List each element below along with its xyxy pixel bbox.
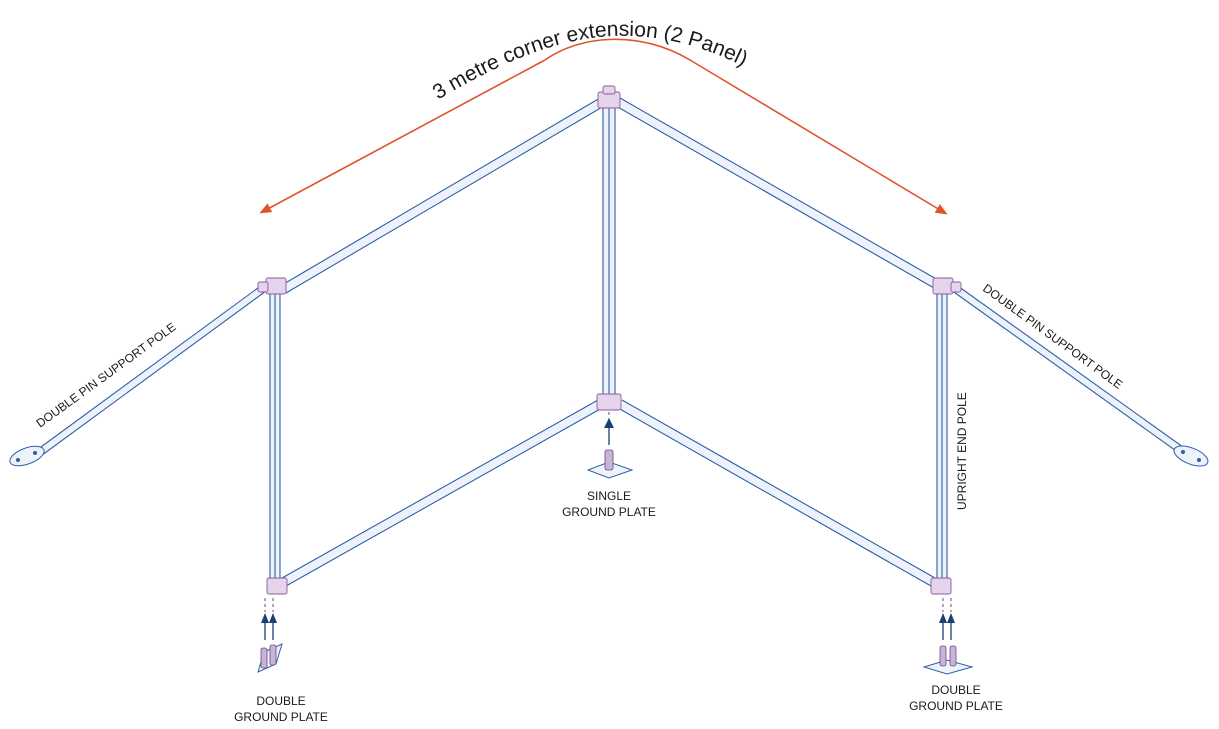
left-double-ground-plate-label-line1: DOUBLE xyxy=(256,694,305,708)
right-support-pole-label: DOUBLE PIN SUPPORT POLE xyxy=(980,281,1125,392)
centre-upright xyxy=(602,102,616,398)
diagram-title: 3 metre corner extension (2 Panel) xyxy=(429,18,751,104)
left-double-ground-plate-label-line2: GROUND PLATE xyxy=(234,710,328,724)
extension-arrow-left xyxy=(259,59,546,214)
top-left-beam xyxy=(281,97,605,294)
right-double-ground-plate-assembly xyxy=(922,598,974,675)
upright-end-pole-label: UPRIGHT END POLE xyxy=(955,392,969,510)
single-ground-plate-label-line2: GROUND PLATE xyxy=(562,505,656,519)
bottom-left-beam xyxy=(281,399,603,587)
left-support-pole-label: DOUBLE PIN SUPPORT POLE xyxy=(34,320,179,431)
right-double-ground-plate-label-line2: GROUND PLATE xyxy=(909,699,1003,713)
right-support-pole xyxy=(950,283,1191,459)
left-upright xyxy=(269,290,281,582)
right-support-foot xyxy=(1173,445,1209,467)
right-upright xyxy=(936,290,948,582)
extension-arrow xyxy=(544,38,948,215)
top-right-connector xyxy=(932,277,962,295)
bottom-right-connector xyxy=(930,577,952,595)
diagram-title-text: 3 metre corner extension (2 Panel) xyxy=(429,18,751,104)
mid-centre-connector xyxy=(596,393,622,411)
bottom-right-beam xyxy=(617,399,936,587)
top-right-beam xyxy=(615,97,939,289)
left-double-ground-plate-assembly xyxy=(257,598,283,673)
left-support-foot xyxy=(9,445,45,467)
bottom-left-connector xyxy=(266,577,288,595)
single-ground-plate-assembly xyxy=(586,412,634,479)
top-left-connector xyxy=(257,277,287,295)
left-support-pole xyxy=(29,284,267,462)
top-centre-connector xyxy=(597,85,621,109)
single-ground-plate-label-line1: SINGLE xyxy=(587,489,631,503)
right-double-ground-plate-label-line1: DOUBLE xyxy=(931,683,980,697)
